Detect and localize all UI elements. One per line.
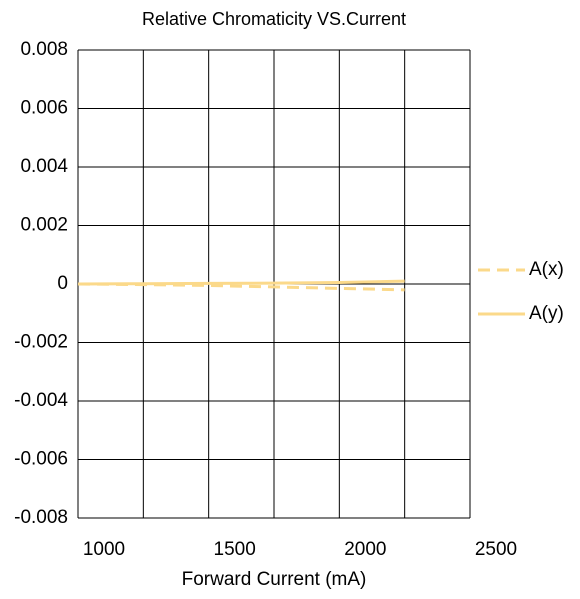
- y-tick-label: -0.006: [14, 449, 68, 470]
- x-tick-label: 1500: [214, 539, 256, 560]
- y-tick-label: 0.008: [20, 39, 68, 60]
- y-tick-label: 0: [57, 273, 68, 294]
- x-axis-label: Forward Current (mA): [182, 569, 367, 590]
- y-tick-label: 0.002: [20, 215, 68, 236]
- y-tick-label: -0.004: [14, 390, 68, 411]
- y-tick-label: -0.008: [14, 507, 68, 528]
- y-tick-label: 0.006: [20, 98, 68, 119]
- x-tick-label: 2500: [475, 539, 517, 560]
- y-tick-label: -0.002: [14, 332, 68, 353]
- chart-title: Relative Chromaticity VS.Current: [142, 9, 406, 29]
- x-tick-label: 1000: [83, 539, 125, 560]
- series-line: [77, 282, 405, 292]
- series-line: [77, 279, 405, 286]
- legend-label: A(x): [529, 259, 564, 280]
- y-tick-label: 0.004: [20, 156, 68, 177]
- legend-label: A(y): [529, 303, 564, 324]
- x-tick-label: 2000: [344, 539, 386, 560]
